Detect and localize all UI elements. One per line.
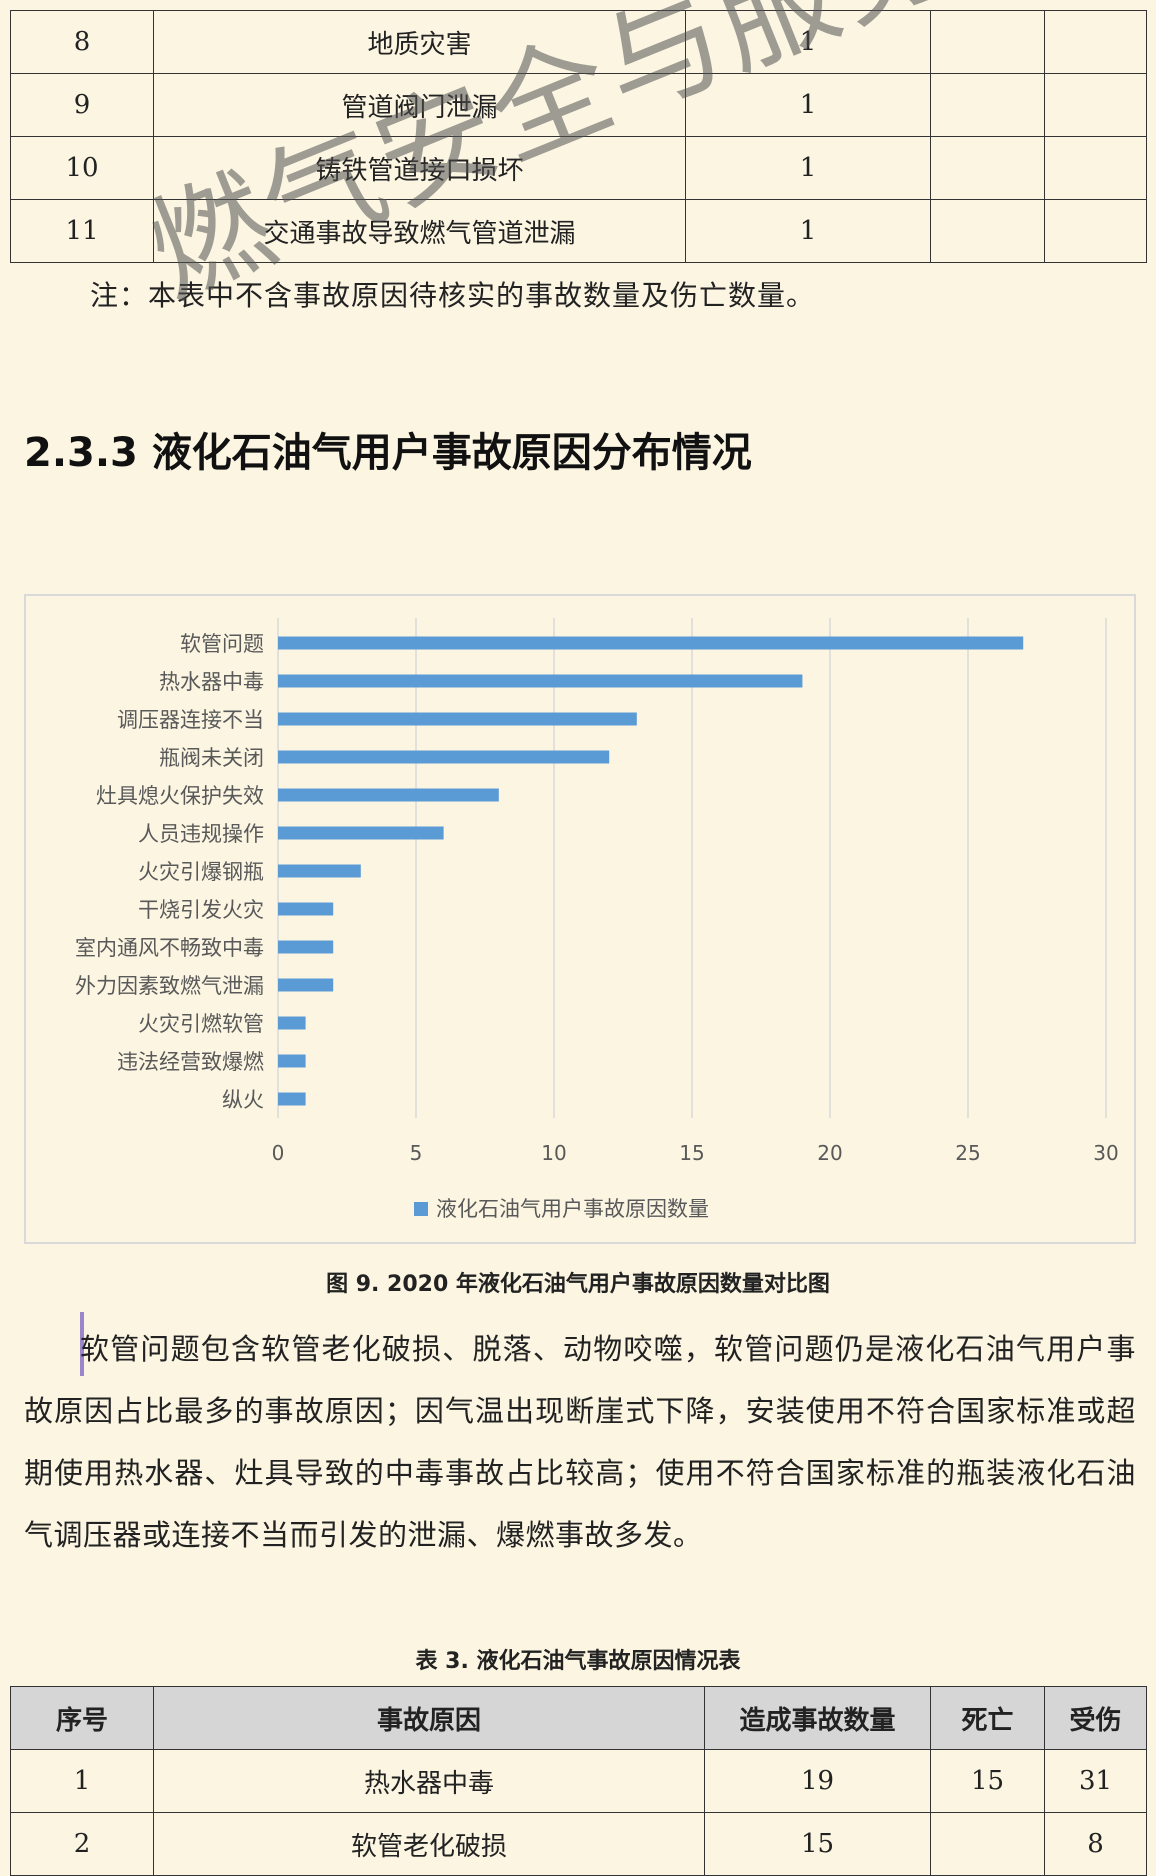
bar (278, 674, 803, 688)
row-deaths: 15 (930, 1749, 1045, 1813)
category-label: 火灾引燃软管 (138, 1012, 264, 1036)
table-row: 10 铸铁管道接口损坏 1 (10, 136, 1147, 200)
row-injuries (1044, 73, 1147, 137)
category-label: 软管问题 (180, 632, 264, 656)
category-label: 灶具熄火保护失效 (96, 784, 264, 808)
row-number: 2 (10, 1812, 154, 1876)
row-injuries (1044, 10, 1147, 74)
x-tick-label: 5 (410, 1141, 423, 1165)
row-deaths (930, 1812, 1045, 1876)
bar (278, 1016, 306, 1030)
row-injuries (1044, 199, 1147, 263)
row-count: 1 (685, 73, 931, 137)
row-number: 8 (10, 10, 154, 74)
table-row: 9 管道阀门泄漏 1 (10, 73, 1147, 137)
x-tick-label: 20 (817, 1141, 842, 1165)
legend-swatch (414, 1202, 428, 1216)
header-cause: 事故原因 (153, 1686, 705, 1750)
table-row: 2 软管老化破损 15 8 (10, 1812, 1147, 1876)
category-label: 纵火 (222, 1088, 264, 1112)
header-count: 造成事故数量 (704, 1686, 931, 1750)
category-label: 人员违规操作 (138, 822, 264, 846)
table-row: 1 热水器中毒 19 15 31 (10, 1749, 1147, 1813)
body-paragraph: 软管问题包含软管老化破损、脱落、动物咬噬，软管问题仍是液化石油气用户事故原因占比… (24, 1332, 1136, 1552)
x-tick-label: 30 (1093, 1141, 1118, 1165)
header-deaths: 死亡 (930, 1686, 1045, 1750)
row-number: 1 (10, 1749, 154, 1813)
table-header-row: 序号 事故原因 造成事故数量 死亡 受伤 (10, 1686, 1147, 1750)
row-number: 11 (10, 199, 154, 263)
category-label: 瓶阀未关闭 (159, 746, 264, 770)
table-note: 注：本表中不含事故原因待核实的事故数量及伤亡数量。 (90, 279, 816, 312)
bar (278, 750, 610, 764)
bar (278, 864, 361, 878)
bar-chart: 0 5 10 15 20 25 30 软管问题热水器中毒调压器连接不当瓶阀未关闭灶具熄火保护失… (75, 618, 1119, 1221)
bar (278, 636, 1024, 650)
row-injuries: 8 (1044, 1812, 1147, 1876)
bar (278, 1092, 306, 1106)
category-label: 火灾引爆钢瓶 (138, 860, 264, 884)
x-tick-label: 10 (541, 1141, 566, 1165)
category-label: 调压器连接不当 (117, 708, 264, 732)
table-caption: 表 3. 液化石油气事故原因情况表 (415, 1649, 741, 1674)
row-number: 9 (10, 73, 154, 137)
header-injuries: 受伤 (1044, 1686, 1147, 1750)
row-cause: 软管老化破损 (153, 1812, 705, 1876)
category-label: 干烧引发火灾 (138, 898, 264, 922)
row-cause: 热水器中毒 (153, 1749, 705, 1813)
row-count: 1 (685, 199, 931, 263)
row-deaths (930, 10, 1045, 74)
accident-cause-table-continued: 8 地质灾害 1 9 管道阀门泄漏 1 10 铸铁管道接口损坏 1 11 交通事… (10, 10, 1147, 263)
bar (278, 940, 334, 954)
table-row: 11 交通事故导致燃气管道泄漏 1 (10, 199, 1147, 263)
x-tick-label: 0 (272, 1141, 285, 1165)
row-count: 1 (685, 10, 931, 74)
x-tick-label: 25 (955, 1141, 980, 1165)
header-number: 序号 (10, 1686, 154, 1750)
row-count: 15 (704, 1812, 931, 1876)
bar (278, 788, 499, 802)
category-label: 违法经营致爆燃 (117, 1050, 264, 1074)
figure-caption: 图 9. 2020 年液化石油气用户事故原因数量对比图 (326, 1272, 830, 1297)
text-cursor (80, 1312, 84, 1376)
table-row: 8 地质灾害 1 (10, 10, 1147, 74)
bar (278, 826, 444, 840)
bar (278, 978, 334, 992)
section-heading: 2.3.3 液化石油气用户事故原因分布情况 (24, 430, 752, 476)
row-injuries: 31 (1044, 1749, 1147, 1813)
row-number: 10 (10, 136, 154, 200)
row-count: 19 (704, 1749, 931, 1813)
x-tick-label: 15 (679, 1141, 704, 1165)
row-count: 1 (685, 136, 931, 200)
row-injuries (1044, 136, 1147, 200)
category-label: 室内通风不畅致中毒 (75, 936, 264, 960)
row-cause: 铸铁管道接口损坏 (153, 136, 686, 200)
row-cause: 交通事故导致燃气管道泄漏 (153, 199, 686, 263)
category-label: 外力因素致燃气泄漏 (75, 974, 264, 998)
lpg-accident-cause-table: 序号 事故原因 造成事故数量 死亡 受伤 1 热水器中毒 19 15 31 2 … (10, 1686, 1147, 1876)
bar (278, 1054, 306, 1068)
row-deaths (930, 199, 1045, 263)
bar (278, 902, 334, 916)
row-cause: 地质灾害 (153, 10, 686, 74)
bar-chart-container: 0 5 10 15 20 25 30 软管问题热水器中毒调压器连接不当瓶阀未关闭灶具熄火保护失… (24, 594, 1136, 1244)
row-deaths (930, 73, 1045, 137)
category-label: 热水器中毒 (159, 670, 264, 694)
bar (278, 712, 637, 726)
legend-label: 液化石油气用户事故原因数量 (436, 1197, 709, 1221)
row-cause: 管道阀门泄漏 (153, 73, 686, 137)
row-deaths (930, 136, 1045, 200)
